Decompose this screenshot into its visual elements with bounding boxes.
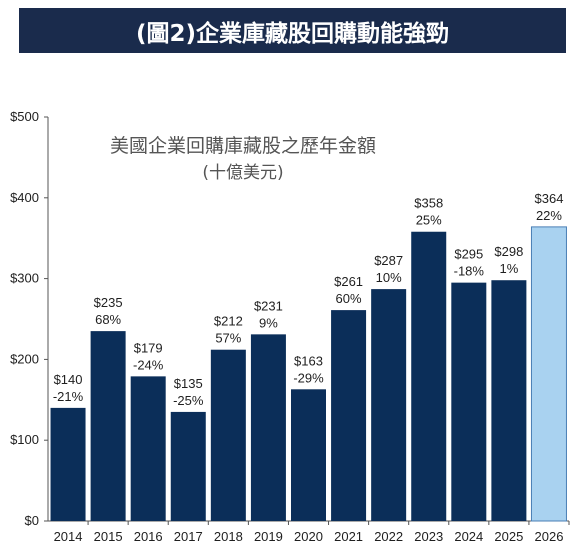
y-tick-label: $400 bbox=[10, 190, 39, 205]
bar-2019 bbox=[250, 334, 286, 521]
value-label: $364 bbox=[535, 191, 564, 206]
chart-axes: $0 $100 $200 $300 $400 $500 2014 2015 2016 2017 20… bbox=[10, 109, 570, 544]
change-label: -18% bbox=[454, 264, 485, 279]
bar-2018 bbox=[210, 349, 246, 521]
x-tick-label: 2017 bbox=[174, 529, 203, 544]
y-tick-label: $500 bbox=[10, 109, 39, 124]
x-tick-label: 2023 bbox=[414, 529, 443, 544]
change-label: -25% bbox=[173, 393, 204, 408]
change-label: -21% bbox=[53, 389, 84, 404]
value-label: $140 bbox=[54, 372, 83, 387]
value-label: $179 bbox=[134, 340, 163, 355]
change-label: 1% bbox=[499, 261, 518, 276]
bar-2014 bbox=[50, 407, 86, 521]
x-tick-label: 2025 bbox=[494, 529, 523, 544]
x-tick-label: 2018 bbox=[214, 529, 243, 544]
change-label: -24% bbox=[133, 357, 164, 372]
change-label: 57% bbox=[215, 331, 241, 346]
value-label: $295 bbox=[454, 247, 483, 262]
x-tick-label: 2019 bbox=[254, 529, 283, 544]
value-label: $358 bbox=[414, 196, 443, 211]
change-label: 22% bbox=[536, 208, 562, 223]
y-tick-label: $300 bbox=[10, 271, 39, 286]
y-tick-label: $200 bbox=[10, 351, 39, 366]
change-label: -29% bbox=[293, 370, 324, 385]
bar-2025 bbox=[491, 280, 527, 521]
chart-subtitle: (十億美元) bbox=[202, 163, 283, 183]
y-tick-label: $0 bbox=[25, 513, 39, 528]
y-tick-label: $100 bbox=[10, 432, 39, 447]
x-tick-label: 2022 bbox=[374, 529, 403, 544]
x-tick-label: 2020 bbox=[294, 529, 323, 544]
bar-forecast-2026 bbox=[530, 226, 567, 522]
bar-2022 bbox=[371, 289, 407, 521]
x-tick-label: 2021 bbox=[334, 529, 363, 544]
banner-title: (圖2)企業庫藏股回購動能強勁 bbox=[135, 20, 450, 47]
bar-2017 bbox=[170, 411, 206, 521]
value-label: $235 bbox=[94, 295, 123, 310]
change-label: 25% bbox=[416, 213, 442, 228]
bar-2023 bbox=[411, 231, 447, 521]
x-tick-label: 2024 bbox=[454, 529, 483, 544]
value-label: $261 bbox=[334, 274, 363, 289]
bar-2020 bbox=[291, 389, 326, 521]
value-label: $231 bbox=[254, 298, 283, 313]
value-label: $135 bbox=[174, 376, 203, 391]
bar-2021 bbox=[331, 310, 367, 521]
bar-2024 bbox=[451, 282, 487, 521]
x-tick-label: 2026 bbox=[535, 529, 564, 544]
value-label: $298 bbox=[494, 244, 523, 259]
data-labels: $140 -21% $235 68% $179 -24% $135 -25% $212 57% $2… bbox=[53, 191, 564, 408]
value-label: $287 bbox=[374, 253, 403, 268]
change-label: 9% bbox=[259, 315, 278, 330]
value-label: $212 bbox=[214, 314, 243, 329]
change-label: 60% bbox=[336, 291, 362, 306]
x-tick-label: 2014 bbox=[54, 529, 83, 544]
value-label: $163 bbox=[294, 353, 323, 368]
bar-2015 bbox=[90, 331, 126, 521]
change-label: 68% bbox=[95, 312, 121, 327]
x-tick-label: 2015 bbox=[94, 529, 123, 544]
bar-2016 bbox=[130, 376, 166, 521]
bar-series bbox=[50, 226, 567, 522]
chart-banner: (圖2)企業庫藏股回購動能強勁 bbox=[19, 8, 566, 53]
x-tick-label: 2016 bbox=[134, 529, 163, 544]
change-label: 10% bbox=[376, 270, 402, 285]
chart-title: 美國企業回購庫藏股之歷年金額 bbox=[110, 135, 376, 157]
